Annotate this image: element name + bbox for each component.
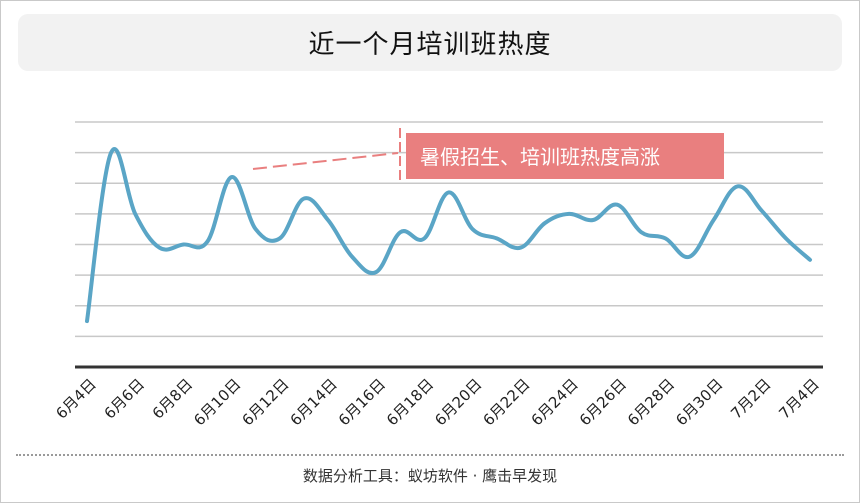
x-tick-label: 6月16日 <box>335 375 389 429</box>
x-tick-label: 6月12日 <box>238 375 292 429</box>
x-tick-label: 6月30日 <box>672 375 726 429</box>
x-tick-label: 6月8日 <box>149 375 196 422</box>
x-tick-label: 6月10日 <box>190 375 244 429</box>
x-tick-label: 6月18日 <box>383 375 437 429</box>
x-tick-label: 6月22日 <box>479 375 533 429</box>
x-tick-label: 6月20日 <box>431 375 485 429</box>
x-tick-label: 6月4日 <box>52 375 99 422</box>
x-tick-label: 7月2日 <box>727 375 774 422</box>
chart-title: 近一个月培训班热度 <box>308 30 552 60</box>
series-layer <box>85 147 812 324</box>
title-bar: 近一个月培训班热度 <box>18 14 842 71</box>
x-tick-label: 6月6日 <box>101 375 148 422</box>
series-line <box>85 147 812 324</box>
x-tick-label: 6月24日 <box>528 375 582 429</box>
annotation-leader-line <box>252 152 399 170</box>
gridlines <box>75 121 823 338</box>
x-tick-label: 7月4日 <box>775 375 822 422</box>
x-tick-labels: 6月4日 6月6日 6月8日6月10日6月12日6月14日6月16日6月18日6月2… <box>52 375 822 429</box>
annotation-box <box>406 133 724 179</box>
footer-divider <box>16 454 844 456</box>
x-tick-label: 6月14日 <box>287 375 341 429</box>
annotation-layer: 暑假招生、培训班热度高涨 <box>252 128 724 180</box>
x-tick-label: 6月26日 <box>576 375 630 429</box>
footer-credit: 数据分析工具：蚁坊软件 · 鹰击早发现 <box>302 467 558 485</box>
annotation-text: 暑假招生、培训班热度高涨 <box>420 145 660 169</box>
x-tick-label: 6月28日 <box>624 375 678 429</box>
